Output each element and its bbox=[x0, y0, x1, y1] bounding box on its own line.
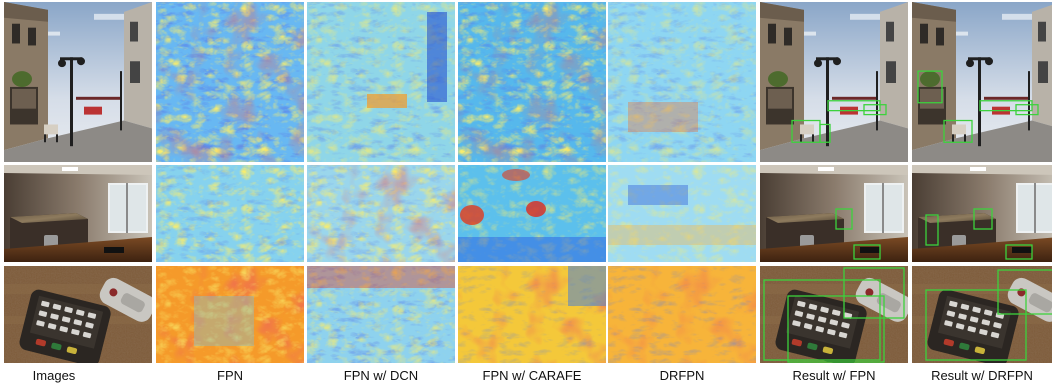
column-label-drfpn: DRFPN bbox=[659, 368, 705, 383]
panel-r3-dcn-heatmap bbox=[307, 266, 455, 363]
column-label-result-fpn: Result w/ FPN bbox=[792, 368, 876, 383]
panel-r2-dcn-heatmap bbox=[307, 165, 455, 262]
column-label-result-drfpn: Result w/ DRFPN bbox=[931, 368, 1033, 383]
column-label-fpn-dcn: FPN w/ DCN bbox=[343, 368, 419, 383]
panel-r2-result-fpn bbox=[760, 165, 908, 262]
panel-r2-drfpn-heatmap bbox=[608, 165, 756, 262]
panel-grid bbox=[4, 2, 1052, 365]
panel-r3-result-fpn bbox=[760, 266, 915, 365]
panel-r3-drfpn-heatmap bbox=[608, 266, 756, 363]
panel-r2-result-drfpn bbox=[912, 165, 1052, 262]
panel-r1-result-drfpn bbox=[912, 2, 1052, 162]
panel-r3-fpn-heatmap bbox=[156, 266, 304, 363]
panel-r2-carafe-heatmap bbox=[458, 165, 606, 262]
panel-r1-dcn-heatmap bbox=[307, 2, 455, 162]
column-label-fpn: FPN bbox=[217, 368, 243, 383]
panel-r1-fpn-heatmap bbox=[156, 2, 304, 162]
column-label-fpn-carafe: FPN w/ CARAFE bbox=[482, 368, 582, 383]
panel-r3-carafe-heatmap bbox=[458, 266, 606, 363]
column-label-images: Images bbox=[32, 368, 76, 383]
panel-r1-drfpn-heatmap bbox=[608, 2, 756, 162]
panel-r2-fpn-heatmap bbox=[156, 165, 304, 262]
panel-r3-result-drfpn bbox=[912, 266, 1052, 365]
panel-r1-carafe-heatmap bbox=[458, 2, 606, 162]
panel-r1-result-fpn bbox=[760, 2, 908, 162]
panel-r2-image bbox=[4, 165, 152, 262]
panel-r1-image bbox=[4, 2, 152, 162]
panel-r3-image bbox=[4, 266, 159, 365]
